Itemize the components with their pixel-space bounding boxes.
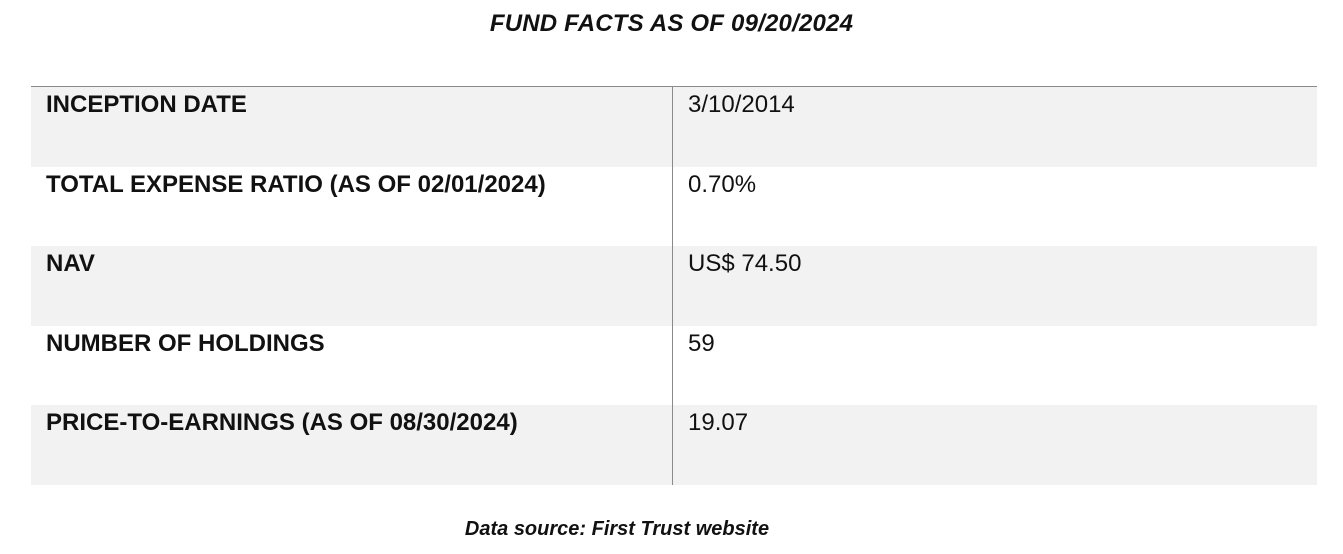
table-row: TOTAL EXPENSE RATIO (AS OF 02/01/2024) 0… xyxy=(31,166,1317,247)
row-value-price-to-earnings: 19.07 xyxy=(688,409,749,437)
row-value-nav: US$ 74.50 xyxy=(688,250,802,278)
row-label-nav: NAV xyxy=(31,246,673,326)
row-value-number-of-holdings: 59 xyxy=(688,329,715,357)
row-value-inception-date: 3/10/2014 xyxy=(688,91,795,118)
page-title: FUND FACTS AS OF 09/20/2024 xyxy=(489,10,854,37)
row-label-price-to-earnings: PRICE-TO-EARNINGS (AS OF 08/30/2024) xyxy=(31,405,673,485)
row-label-number-of-holdings: NUMBER OF HOLDINGS xyxy=(31,325,673,406)
table-row: INCEPTION DATE 3/10/2014 xyxy=(31,87,1317,167)
row-label-total-expense-ratio: TOTAL EXPENSE RATIO (AS OF 02/01/2024) xyxy=(31,166,673,247)
fund-facts-table: INCEPTION DATE 3/10/2014 TOTAL EXPENSE R… xyxy=(31,86,1317,485)
row-value-total-expense-ratio: 0.70% xyxy=(688,170,757,198)
data-source-note: Data source: First Trust website xyxy=(464,518,770,540)
table-row: PRICE-TO-EARNINGS (AS OF 08/30/2024) 19.… xyxy=(31,405,1317,485)
row-label-inception-date: INCEPTION DATE xyxy=(31,87,673,167)
table-row: NAV US$ 74.50 xyxy=(31,246,1317,326)
table-row: NUMBER OF HOLDINGS 59 xyxy=(31,325,1317,406)
